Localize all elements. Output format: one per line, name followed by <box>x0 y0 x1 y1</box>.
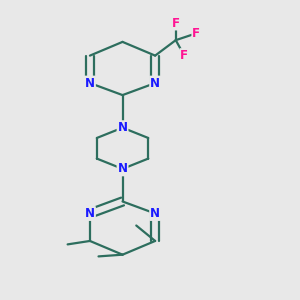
Text: N: N <box>118 162 128 176</box>
Text: F: F <box>192 27 200 40</box>
Text: N: N <box>150 207 160 220</box>
Text: N: N <box>85 76 95 90</box>
Text: N: N <box>118 121 128 134</box>
Text: N: N <box>85 207 95 220</box>
Text: N: N <box>150 76 160 90</box>
Text: F: F <box>172 16 180 29</box>
Text: F: F <box>180 49 188 62</box>
